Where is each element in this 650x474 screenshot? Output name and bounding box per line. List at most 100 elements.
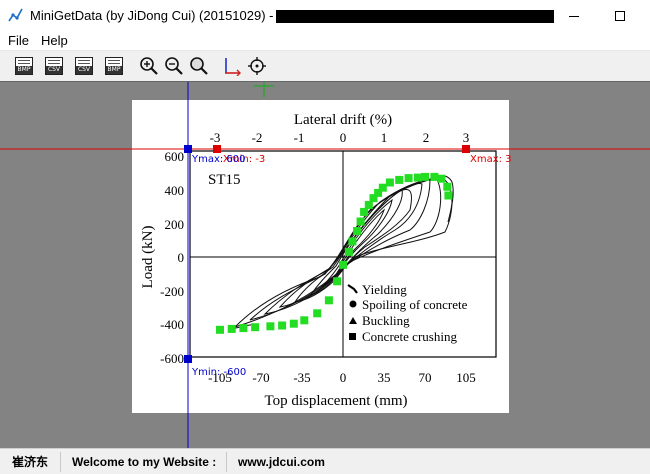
- open-csv-button[interactable]: CSV: [43, 55, 65, 77]
- xmin-marker[interactable]: [213, 145, 221, 153]
- crosshair-icon: [248, 57, 266, 75]
- legend: Yielding Spoiling of concrete Buckling C…: [347, 282, 468, 344]
- ymin-marker[interactable]: [184, 355, 192, 363]
- yielding-marker: [347, 284, 358, 294]
- status-author: 崔济东: [12, 455, 49, 469]
- digitized-point[interactable]: [437, 174, 446, 183]
- digitized-point[interactable]: [324, 296, 333, 305]
- zoom-fit-button[interactable]: [188, 55, 210, 77]
- bottom-tick-labels: -105 -70 -35 0 35 70 105: [208, 370, 476, 385]
- top-tick-label: -3: [210, 130, 221, 145]
- minimize-icon: [569, 15, 579, 17]
- bottom-tick-label: 70: [419, 370, 432, 385]
- digitized-point[interactable]: [339, 260, 347, 269]
- bottom-tick-label: 35: [378, 370, 391, 385]
- top-tick-label: -2: [252, 130, 263, 145]
- digitized-point[interactable]: [378, 183, 387, 192]
- open-csv-label: CSV: [46, 66, 62, 74]
- cursor-crosshair-icon: [254, 82, 274, 97]
- redacted-title-bar: [276, 10, 554, 23]
- status-welcome: Welcome to my Website :: [72, 455, 217, 469]
- csv-file-icon: CSV: [45, 57, 63, 75]
- bottom-tick-label: -35: [293, 370, 310, 385]
- digitized-point[interactable]: [369, 194, 378, 203]
- save-csv-button[interactable]: CSV: [73, 55, 95, 77]
- digitized-point[interactable]: [374, 188, 383, 197]
- bottom-axis-label: Top displacement (mm): [264, 393, 407, 409]
- xmin-label: Xmin: -3: [223, 154, 265, 165]
- digitized-point[interactable]: [289, 319, 298, 328]
- bottom-tick-label: 0: [340, 370, 347, 385]
- bottom-tick-label: -105: [208, 370, 232, 385]
- top-tick-label: 1: [381, 130, 388, 145]
- window-title: MiniGetData (by JiDong Cui) (20151029) -: [30, 8, 274, 23]
- menu-file[interactable]: File: [8, 33, 29, 48]
- save-bmp-button[interactable]: BMP: [103, 55, 125, 77]
- zoom-out-button[interactable]: [163, 55, 185, 77]
- digitized-point[interactable]: [300, 316, 309, 325]
- xmax-label: Xmax: 3: [470, 154, 512, 165]
- digitized-point[interactable]: [348, 237, 357, 246]
- spoiling-marker: [349, 300, 357, 308]
- y-tick-label: 0: [178, 250, 185, 265]
- toolbar: BMP CSV CSV BMP: [0, 52, 650, 80]
- maximize-icon: [615, 11, 625, 22]
- save-csv-label: CSV: [76, 66, 92, 74]
- y-tick-label: 200: [165, 217, 185, 232]
- digitized-points: [216, 172, 453, 334]
- digitized-point[interactable]: [344, 247, 353, 256]
- digitized-point[interactable]: [333, 277, 342, 286]
- digitized-point[interactable]: [266, 322, 275, 331]
- status-separator: [226, 452, 227, 472]
- top-tick-label: 2: [423, 130, 430, 145]
- xmax-marker[interactable]: [462, 145, 470, 153]
- canvas-area[interactable]: Lateral drift (%) -3 -2 -1 0 1 2 3 -105 …: [0, 81, 650, 449]
- y-tick-label: -400: [160, 317, 184, 332]
- digitized-point[interactable]: [444, 191, 453, 200]
- digitized-point[interactable]: [404, 174, 413, 183]
- y-tick-labels: 600 400 200 0 -200 -400 -600: [160, 149, 184, 366]
- top-tick-labels: -3 -2 -1 0 1 2 3: [210, 130, 470, 145]
- digitized-point[interactable]: [278, 321, 287, 330]
- digitized-point[interactable]: [353, 227, 362, 235]
- legend-label-yielding: Yielding: [362, 282, 407, 297]
- axis-button[interactable]: [221, 55, 243, 77]
- minimize-button[interactable]: [551, 0, 597, 31]
- digitized-point[interactable]: [395, 175, 404, 184]
- open-image-label: BMP: [16, 66, 32, 74]
- axis-icon: [225, 58, 241, 76]
- digitizer-canvas[interactable]: Lateral drift (%) -3 -2 -1 0 1 2 3 -105 …: [0, 82, 650, 449]
- title-bar: MiniGetData (by JiDong Cui) (20151029) -: [0, 0, 650, 31]
- y-tick-label: 600: [165, 149, 185, 164]
- digitized-point[interactable]: [360, 207, 369, 216]
- digitized-point[interactable]: [430, 172, 439, 181]
- status-website[interactable]: www.jdcui.com: [238, 455, 325, 469]
- buckling-marker: [349, 317, 357, 324]
- digitized-point[interactable]: [216, 325, 224, 334]
- digitized-point[interactable]: [364, 201, 373, 209]
- specimen-label: ST15: [208, 172, 241, 188]
- maximize-button[interactable]: [597, 0, 643, 31]
- digitized-point[interactable]: [227, 324, 236, 333]
- digitized-point[interactable]: [414, 173, 422, 182]
- open-image-button[interactable]: BMP: [13, 55, 35, 77]
- y-axis-label: Load (kN): [140, 226, 156, 289]
- digitized-point[interactable]: [421, 172, 429, 181]
- ymax-marker[interactable]: [184, 145, 192, 153]
- digitized-point[interactable]: [356, 217, 365, 226]
- legend-label-crushing: Concrete crushing: [362, 329, 457, 344]
- digitized-point[interactable]: [313, 309, 322, 318]
- digitized-point[interactable]: [251, 323, 260, 332]
- bottom-tick-label: -70: [252, 370, 269, 385]
- digitized-point[interactable]: [443, 182, 452, 191]
- menu-help[interactable]: Help: [41, 33, 68, 48]
- zoom-out-icon: [165, 57, 183, 75]
- crushing-marker: [349, 333, 356, 340]
- pick-point-button[interactable]: [246, 55, 268, 77]
- digitized-point[interactable]: [239, 324, 248, 333]
- zoom-in-button[interactable]: [138, 55, 160, 77]
- digitized-point[interactable]: [385, 178, 394, 187]
- status-bar: 崔济东 Welcome to my Website : www.jdcui.co…: [0, 448, 650, 474]
- legend-label-spoiling: Spoiling of concrete: [362, 297, 468, 312]
- bottom-tick-label: 105: [456, 370, 476, 385]
